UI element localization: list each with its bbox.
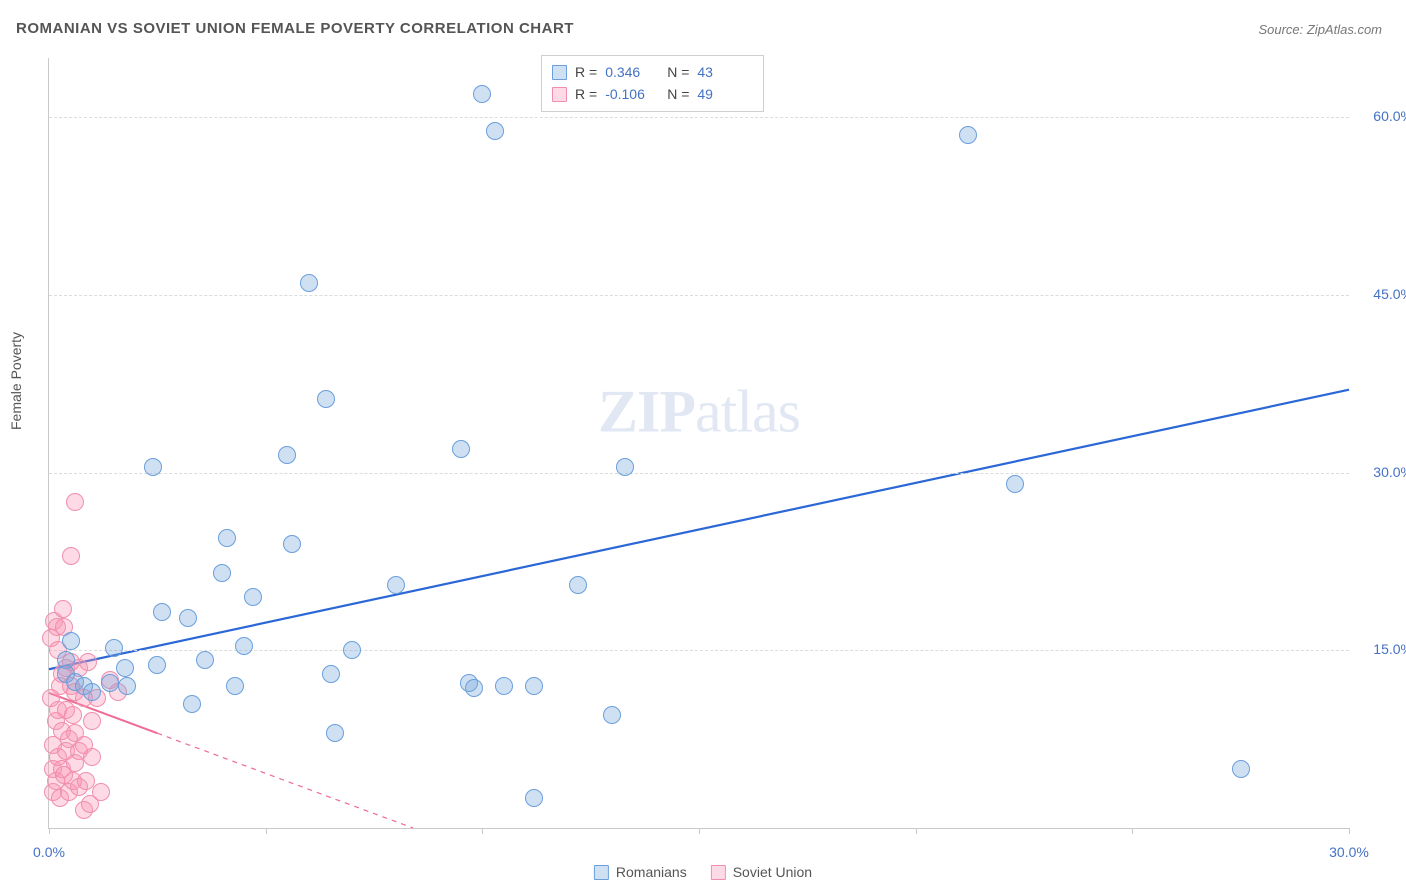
square-icon xyxy=(552,65,567,80)
romanians-point xyxy=(179,609,197,627)
romanians-point xyxy=(452,440,470,458)
legend-item-romanians: Romanians xyxy=(594,864,687,880)
square-icon xyxy=(552,87,567,102)
romanians-point xyxy=(343,641,361,659)
series-legend: Romanians Soviet Union xyxy=(594,864,812,880)
legend-label: Romanians xyxy=(616,864,687,880)
romanians-point xyxy=(465,679,483,697)
romanians-point xyxy=(495,677,513,695)
soviet-point xyxy=(83,712,101,730)
romanians-point xyxy=(1232,760,1250,778)
romanians-point xyxy=(213,564,231,582)
romanians-point xyxy=(486,122,504,140)
romanians-point xyxy=(196,651,214,669)
romanians-point xyxy=(283,535,301,553)
chart-title: ROMANIAN VS SOVIET UNION FEMALE POVERTY … xyxy=(16,20,574,37)
source-attribution: Source: ZipAtlas.com xyxy=(1258,22,1382,37)
romanians-point xyxy=(105,639,123,657)
romanians-point xyxy=(218,529,236,547)
romanians-point xyxy=(148,656,166,674)
romanians-point xyxy=(278,446,296,464)
romanians-point xyxy=(317,390,335,408)
legend-label: Soviet Union xyxy=(733,864,812,880)
romanians-point xyxy=(235,637,253,655)
soviet-point xyxy=(83,748,101,766)
soviet-point xyxy=(54,600,72,618)
y-tick-label: 45.0% xyxy=(1373,286,1406,302)
romanians-point xyxy=(326,724,344,742)
y-tick-label: 30.0% xyxy=(1373,464,1406,480)
romanians-point xyxy=(569,576,587,594)
square-icon xyxy=(594,865,609,880)
romanians-point xyxy=(83,683,101,701)
romanians-point xyxy=(473,85,491,103)
scatter-plot: ZIPatlas R = 0.346 N = 43 R = -0.106 N =… xyxy=(48,58,1349,829)
y-tick-label: 60.0% xyxy=(1373,108,1406,124)
romanians-point xyxy=(101,674,119,692)
legend-row-romanians: R = 0.346 N = 43 xyxy=(552,61,751,83)
romanians-point xyxy=(62,632,80,650)
romanians-point xyxy=(616,458,634,476)
regression-lines xyxy=(49,58,1349,828)
y-axis-label: Female Poverty xyxy=(8,332,24,430)
legend-item-soviet: Soviet Union xyxy=(711,864,812,880)
soviet-point xyxy=(79,653,97,671)
soviet-point xyxy=(66,493,84,511)
soviet-point xyxy=(92,783,110,801)
legend-row-soviet: R = -0.106 N = 49 xyxy=(552,83,751,105)
romanians-point xyxy=(322,665,340,683)
romanians-point xyxy=(116,659,134,677)
romanians-point xyxy=(118,677,136,695)
romanians-point xyxy=(603,706,621,724)
romanians-point xyxy=(525,677,543,695)
romanians-point xyxy=(1006,475,1024,493)
romanians-point xyxy=(244,588,262,606)
romanians-point xyxy=(183,695,201,713)
soviet-point xyxy=(62,547,80,565)
square-icon xyxy=(711,865,726,880)
y-tick-label: 15.0% xyxy=(1373,641,1406,657)
romanians-point xyxy=(226,677,244,695)
romanians-point xyxy=(525,789,543,807)
correlation-legend: R = 0.346 N = 43 R = -0.106 N = 49 xyxy=(541,55,764,112)
romanians-point xyxy=(300,274,318,292)
soviet-point xyxy=(77,772,95,790)
romanians-point xyxy=(153,603,171,621)
romanians-point xyxy=(959,126,977,144)
soviet-point xyxy=(64,706,82,724)
romanians-point xyxy=(144,458,162,476)
romanians-point xyxy=(387,576,405,594)
x-tick-label: 0.0% xyxy=(33,844,65,860)
x-tick-label: 30.0% xyxy=(1329,844,1369,860)
